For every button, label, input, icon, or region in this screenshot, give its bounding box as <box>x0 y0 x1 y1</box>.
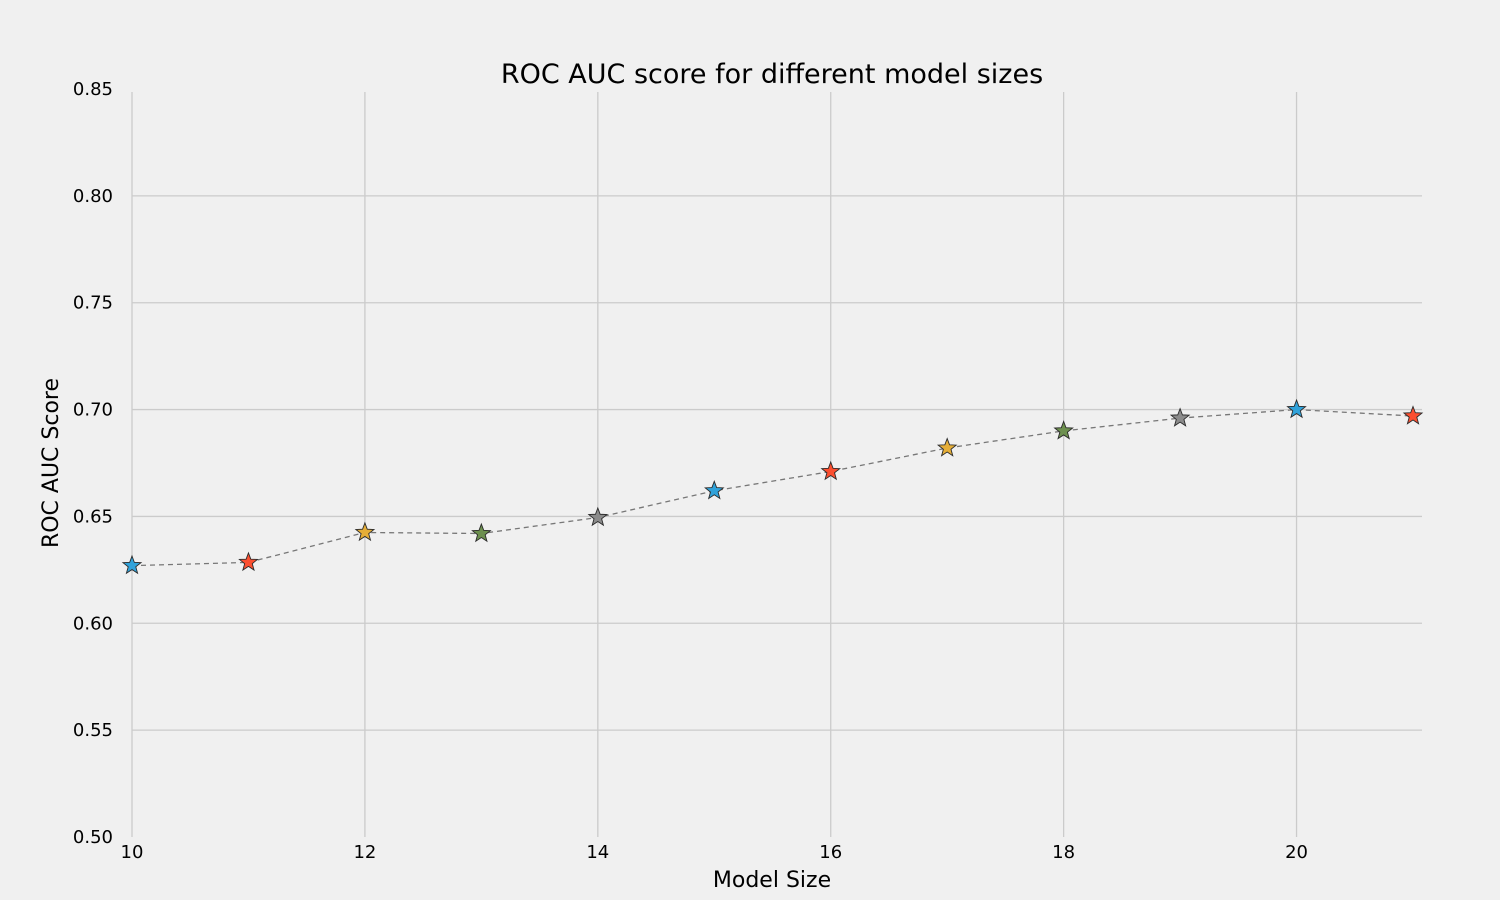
data-point-marker <box>587 506 609 527</box>
grid <box>131 92 1422 837</box>
data-point-marker <box>704 479 725 500</box>
x-axis-label: Model Size <box>713 868 831 893</box>
data-point-marker <box>238 551 259 572</box>
x-tick-label: 10 <box>121 842 144 863</box>
y-tick-label: 0.85 <box>73 79 113 100</box>
x-tick-label: 12 <box>353 842 376 863</box>
y-tick-label: 0.80 <box>73 186 113 207</box>
x-axis-ticks: 10 12 14 16 18 20 <box>121 842 1308 863</box>
y-tick-label: 0.55 <box>73 720 113 741</box>
y-axis-ticks: 0.50 0.55 0.60 0.65 0.70 0.75 0.80 0.85 <box>73 79 113 848</box>
data-point-marker <box>1402 405 1424 425</box>
x-tick-label: 16 <box>819 842 842 863</box>
data-point-marker <box>936 437 958 457</box>
chart-title: ROC AUC score for different model sizes <box>501 59 1043 90</box>
x-tick-label: 20 <box>1285 842 1308 863</box>
series-markers <box>121 398 1424 575</box>
data-point-marker <box>1286 398 1307 419</box>
data-point-marker <box>820 460 841 481</box>
series-line <box>131 408 1414 567</box>
y-tick-label: 0.50 <box>73 827 113 848</box>
y-axis-label: ROC AUC Score <box>39 378 64 548</box>
y-tick-label: 0.65 <box>73 506 113 527</box>
data-point-marker <box>354 521 376 542</box>
x-tick-label: 14 <box>586 842 609 863</box>
data-point-marker <box>471 522 492 543</box>
data-point-marker <box>121 554 143 575</box>
y-tick-label: 0.60 <box>73 613 113 634</box>
x-tick-label: 18 <box>1052 842 1075 863</box>
data-point-marker <box>1053 420 1074 440</box>
y-tick-label: 0.70 <box>73 400 113 421</box>
y-tick-label: 0.75 <box>73 293 113 314</box>
data-point-marker <box>1169 407 1191 427</box>
